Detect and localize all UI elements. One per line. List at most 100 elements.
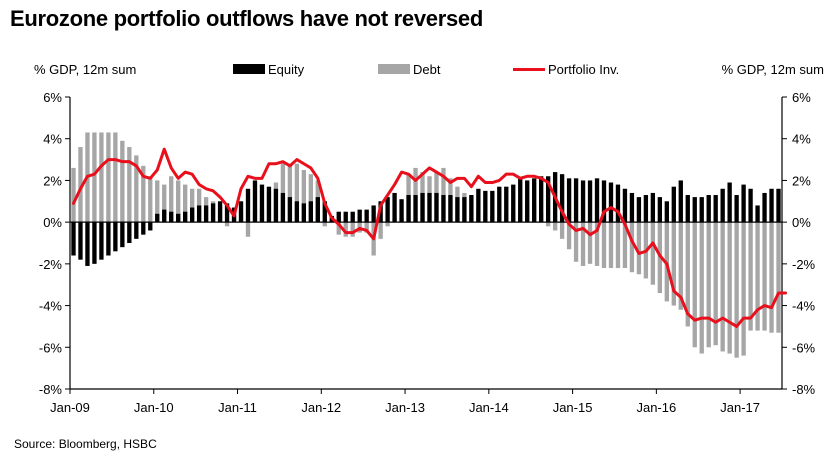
debt-bar: [629, 222, 635, 273]
equity-bar: [343, 211, 348, 223]
equity-bar: [539, 176, 544, 223]
equity-bar: [196, 205, 202, 223]
equity-bar: [273, 188, 279, 223]
debt-bar: [559, 222, 565, 239]
equity-bar: [594, 178, 600, 223]
right-y-tick-label: 4%: [792, 132, 811, 147]
debt-bar: [441, 167, 446, 223]
equity-bar: [455, 197, 460, 223]
right-y-tick-label: -6%: [792, 340, 816, 355]
equity-bar: [183, 211, 188, 223]
equity-bar: [357, 209, 362, 223]
equity-bar: [532, 178, 537, 223]
equity-bar: [287, 197, 293, 223]
debt-bar: [734, 222, 739, 358]
equity-bar: [266, 186, 272, 223]
equity-bar: [224, 203, 230, 223]
x-tick-label: Jan-16: [636, 400, 676, 415]
right-y-tick-label: -4%: [792, 299, 816, 314]
portfolio-inv-line: [71, 147, 787, 328]
equity-bar: [727, 182, 732, 223]
debt-bar: [350, 222, 355, 237]
equity-bar: [657, 197, 663, 223]
debt-bar: [608, 222, 614, 269]
equity-bar: [511, 184, 516, 223]
debt-bar: [622, 222, 628, 269]
source-note: Source: Bloomberg, HSBC: [14, 437, 157, 451]
debt-bar: [189, 188, 195, 223]
debt-bar: [776, 222, 781, 333]
equity-bar: [427, 192, 432, 223]
equity-bar: [78, 222, 83, 260]
debt-bar: [601, 222, 607, 269]
equity-bar: [189, 207, 195, 223]
debt-bar: [692, 222, 697, 348]
equity-bar: [587, 180, 593, 223]
debt-bar: [99, 132, 104, 223]
debt-bar: [769, 222, 774, 333]
equity-bar: [169, 211, 174, 223]
equity-bar: [720, 188, 725, 223]
left-y-tick-label: -4%: [39, 299, 63, 314]
debt-bar: [294, 163, 300, 223]
debt-bar: [573, 222, 579, 262]
equity-bar: [217, 201, 223, 223]
x-tick-label: Jan-15: [553, 400, 593, 415]
legend-label-portfolio: Portfolio Inv.: [548, 61, 620, 77]
debt-bar: [301, 170, 307, 223]
equity-bar: [490, 190, 495, 223]
equity-bar: [622, 188, 628, 223]
equity-bar: [434, 192, 439, 223]
equity-bar: [566, 178, 572, 223]
debt-bar: [720, 222, 725, 352]
right-y-tick-label: 2%: [792, 173, 811, 188]
equity-bar: [692, 197, 697, 223]
debt-bar: [587, 222, 593, 264]
equity-bar: [615, 184, 621, 223]
equity-bar: [99, 222, 104, 260]
equity-bar: [245, 188, 251, 223]
left-y-tick-label: -8%: [39, 382, 63, 397]
equity-bar: [545, 176, 551, 223]
equity-bar: [385, 197, 390, 223]
debt-bar: [413, 167, 418, 223]
equity-bar: [525, 180, 530, 223]
debt-bar: [650, 222, 656, 285]
left-y-tick-label: 4%: [43, 132, 62, 147]
equity-bar: [364, 209, 369, 223]
debt-bar: [196, 188, 202, 223]
equity-bar: [85, 222, 90, 266]
equity-bar: [301, 203, 307, 223]
equity-bar: [706, 195, 711, 223]
equity-bar: [280, 192, 286, 223]
right-axis-unit-label: % GDP, 12m sum: [721, 62, 824, 77]
equity-bar: [504, 186, 509, 223]
equity-bar: [601, 180, 607, 223]
debt-bar: [364, 222, 369, 233]
debt-bar: [343, 222, 348, 237]
debt-bar: [322, 222, 327, 227]
equity-bar: [608, 182, 614, 223]
debt-bar: [308, 174, 313, 223]
debt-bar: [287, 163, 293, 223]
chart-title: Eurozone portfolio outflows have not rev…: [10, 6, 483, 31]
debt-bar: [106, 132, 111, 223]
equity-bar: [294, 201, 300, 223]
debt-bar: [671, 222, 676, 306]
left-y-tick-label: -2%: [39, 257, 63, 272]
equity-bar: [559, 174, 565, 223]
debt-bar: [678, 222, 683, 310]
debt-bar: [113, 132, 118, 223]
right-y-tick-label: -2%: [792, 257, 816, 272]
right-y-tick-label: -8%: [792, 382, 816, 397]
legend-item-equity: Equity: [233, 60, 304, 78]
equity-bar: [336, 211, 341, 223]
x-tick-label: Jan-11: [218, 400, 257, 415]
equity-bar: [259, 184, 265, 223]
equity-bar: [162, 209, 167, 223]
equity-bar: [203, 205, 209, 223]
equity-bar: [238, 201, 244, 223]
equity-bar: [734, 195, 739, 223]
right-y-tick-label: 0%: [792, 215, 811, 230]
